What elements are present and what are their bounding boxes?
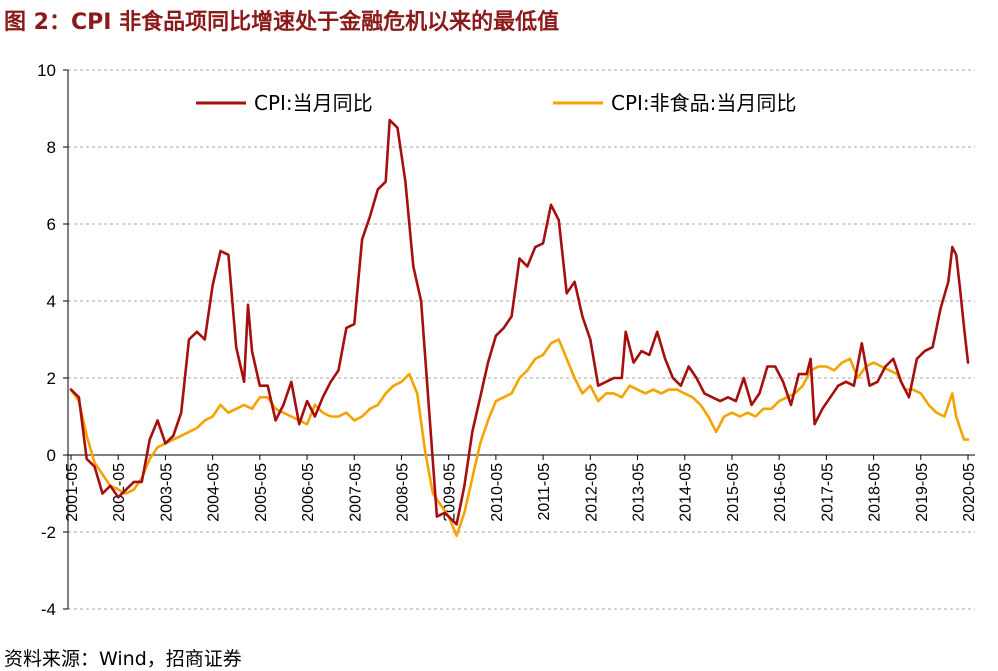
y-tick-label: 0: [47, 446, 56, 465]
chart-grid: [68, 69, 975, 610]
source-note: 资料来源：Wind，招商证券: [4, 648, 242, 670]
x-tick-label: 2003-05: [158, 463, 175, 522]
y-tick-label: 4: [47, 292, 56, 311]
x-tick-label: 2018-05: [867, 463, 884, 522]
x-tick-label: 2009-05: [442, 463, 459, 522]
x-tick-label: 2002-05: [111, 463, 128, 522]
legend-label-cpi: CPI:当月同比: [254, 91, 373, 115]
x-tick-label: 2016-05: [772, 463, 789, 522]
x-tick-label: 2004-05: [206, 463, 223, 522]
x-tick-label: 2012-05: [583, 463, 600, 522]
x-tick-label: 2017-05: [819, 463, 836, 522]
x-tick-label: 2001-05: [64, 463, 81, 522]
x-axis-ticks: 2001-05 2002-05 2003-05 2004-05 2005-05 2006-…: [64, 455, 978, 522]
x-tick-label: 2008-05: [394, 463, 411, 522]
x-tick-label: 2007-05: [347, 463, 364, 522]
x-tick-label: 2005-05: [253, 463, 270, 522]
chart-axes: [67, 70, 975, 609]
legend-label-nonfood: CPI:非食品:当月同比: [611, 91, 796, 115]
x-tick-label: 2015-05: [725, 463, 742, 522]
y-axis-ticks: 10 8 6 4 2 0 -2 -4: [37, 61, 68, 619]
series-line-nonfood: [69, 338, 970, 538]
x-tick-label: 2019-05: [914, 463, 931, 522]
x-tick-label: 2013-05: [631, 463, 648, 522]
y-tick-label: -2: [41, 523, 56, 542]
chart-legend: CPI:当月同比 CPI:非食品:当月同比: [196, 91, 796, 115]
y-tick-label: 2: [47, 369, 56, 388]
x-tick-label: 2020-05: [961, 463, 978, 522]
x-tick-label: 2014-05: [678, 463, 695, 522]
y-tick-label: 8: [47, 138, 56, 157]
x-tick-label: 2011-05: [536, 463, 553, 521]
y-tick-label: 10: [37, 61, 56, 80]
chart-series: [69, 118, 970, 538]
page-title: 图 2：CPI 非食品项同比增速处于金融危机以来的最低值: [4, 10, 560, 35]
series-line-cpi: [69, 118, 970, 526]
y-tick-label: 6: [47, 215, 56, 234]
y-tick-label: -4: [41, 600, 56, 619]
x-tick-label: 2006-05: [300, 463, 317, 522]
x-tick-label: 2010-05: [489, 463, 506, 522]
